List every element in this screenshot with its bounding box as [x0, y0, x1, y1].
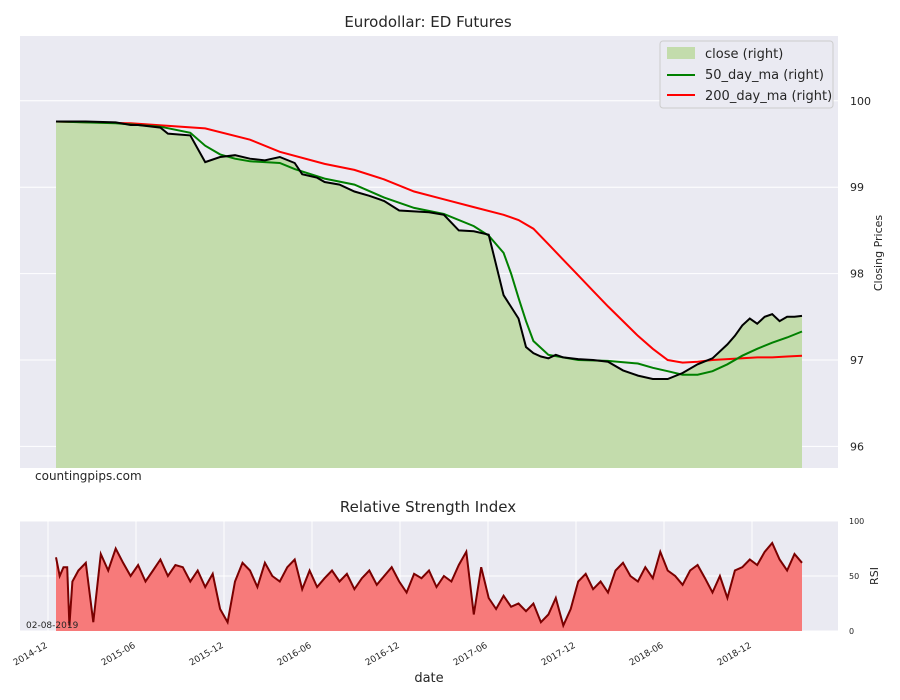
price-y-tick-label: 98	[850, 268, 864, 281]
x-axis-label: date	[414, 671, 443, 686]
price-y-tick-label: 97	[850, 354, 864, 367]
rsi-line	[55, 541, 803, 629]
rsi-y-tick-label: 0	[849, 627, 854, 636]
rsi-x-tick-label: 2016-06	[276, 641, 314, 669]
rsi-x-tick-label: 2015-06	[100, 641, 138, 669]
legend-label-ma50: 50_day_ma (right)	[705, 68, 824, 83]
price-y-tick-label: 96	[850, 440, 864, 453]
price-y-tick-label: 100	[850, 95, 871, 108]
rsi-y-tick-label: 100	[849, 517, 864, 526]
rsi-y-ticks: 0 50 100	[849, 517, 864, 636]
price-y-tick-label: 99	[850, 181, 864, 194]
price-y-axis-label: Closing Prices	[872, 215, 885, 292]
rsi-chart-title: Relative Strength Index	[340, 498, 516, 516]
rsi-x-tick-label: 2015-12	[188, 641, 226, 668]
rsi-x-tick-label: 2017-06	[452, 641, 490, 669]
close-line	[56, 120, 803, 380]
rsi-y-axis-label: RSI	[868, 567, 881, 585]
ma50-line	[55, 120, 803, 376]
price-chart-title: Eurodollar: ED Futures	[344, 13, 512, 31]
rsi-x-tick-label: 2018-06	[628, 641, 666, 669]
rsi-x-ticks: 2014-12 2015-06 2015-12 2016-06 2016-12 2017-…	[12, 641, 754, 669]
rsi-panel: 0 50 100 2014-12 2015-06 2015-12 2016-06 2016-…	[12, 498, 881, 686]
rsi-x-tick-label: 2017-12	[540, 641, 578, 668]
rsi-x-tick-label: 2014-12	[12, 641, 50, 668]
ma200-line	[55, 120, 803, 364]
price-legend: close (right) 50_day_ma (right) 200_day_…	[659, 40, 834, 109]
legend-label-close: close (right)	[705, 47, 783, 62]
legend-swatch-close	[667, 47, 695, 59]
rsi-y-tick-label: 50	[849, 572, 859, 581]
price-panel: 96 97 98 99 100 Eurodollar: ED Futures Closi…	[20, 13, 885, 483]
close-area-fill	[56, 121, 802, 468]
last-date-annotation: 02-08-2019	[26, 621, 79, 631]
legend-label-ma200: 200_day_ma (right)	[705, 89, 832, 104]
watermark-text: countingpips.com	[35, 469, 142, 483]
rsi-x-tick-label: 2016-12	[364, 641, 402, 668]
legend-box	[659, 40, 834, 109]
price-y-ticks: 96 97 98 99 100	[850, 95, 871, 454]
rsi-x-tick-label: 2018-12	[716, 641, 754, 668]
